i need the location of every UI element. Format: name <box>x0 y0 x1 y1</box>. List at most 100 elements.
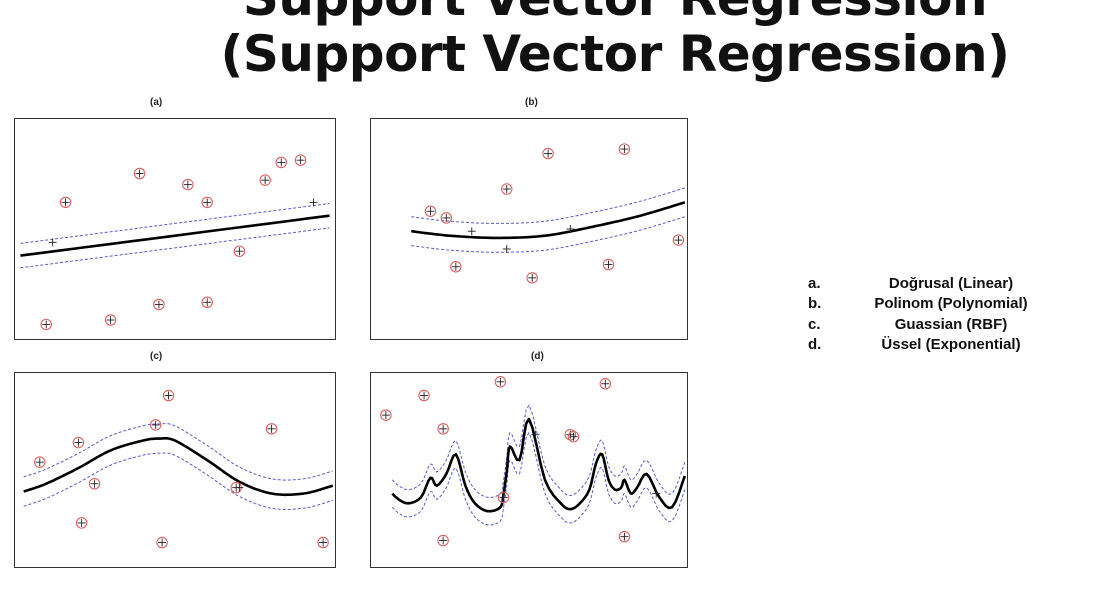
regression-line <box>391 417 687 513</box>
support-vector-circle <box>201 196 213 209</box>
support-vector-point <box>618 530 631 543</box>
support-vector-circle <box>275 156 288 169</box>
kernel-legend: a. Doğrusal (Linear) b. Polinom (Polynom… <box>808 273 1056 355</box>
data-point <box>652 489 661 498</box>
legend-marker: d. <box>808 336 822 354</box>
support-vector-point <box>294 154 307 166</box>
support-vector-circle <box>201 296 213 309</box>
support-vector-circle <box>259 174 271 186</box>
chart-panel-c <box>14 372 336 568</box>
support-vector-circle <box>542 147 554 160</box>
support-vector-point <box>133 167 146 180</box>
support-vector-circle <box>437 534 449 547</box>
chart-panel-d <box>370 372 688 568</box>
support-vector-circle <box>494 376 507 388</box>
support-vector-point <box>233 245 246 257</box>
support-vector-point <box>59 196 72 209</box>
upper-margin-line <box>391 404 686 499</box>
data-point <box>502 244 511 253</box>
support-vector-circle <box>34 456 46 468</box>
regression-line <box>411 201 686 240</box>
support-vector-circle <box>418 389 430 402</box>
lower-margin-line <box>411 216 685 253</box>
support-vector-circle <box>424 205 437 217</box>
support-vector-circle <box>265 423 278 435</box>
legend-text: Guassian (RBF) <box>894 315 1008 333</box>
lower-margin-line <box>20 227 330 269</box>
support-vector-point <box>418 389 430 402</box>
panel-label-a: (a) <box>150 97 163 108</box>
support-vector-point <box>75 517 88 529</box>
support-vector-circle <box>567 430 580 443</box>
legend-item-exponential: d. Üssel (Exponential) <box>808 335 1056 356</box>
support-vector-circle <box>133 167 146 180</box>
support-vector-point <box>567 430 580 443</box>
support-vector-point <box>494 376 507 388</box>
support-vector-circle <box>72 436 85 449</box>
regression-line <box>23 437 334 497</box>
support-vector-circle <box>672 234 685 246</box>
support-vector-circle <box>59 196 72 209</box>
plot-frame <box>14 372 336 568</box>
support-vector-circle <box>294 154 307 166</box>
support-vector-point <box>450 260 462 273</box>
plot-frame <box>370 372 688 568</box>
support-vector-circle <box>104 314 117 326</box>
support-vector-point <box>259 174 271 186</box>
support-vector-circle <box>149 419 162 431</box>
support-vector-point <box>201 196 213 209</box>
support-vector-point <box>201 296 213 309</box>
support-vector-point <box>437 534 449 547</box>
support-vector-point <box>40 318 52 331</box>
legend-text: Üssel (Exponential) <box>881 336 1021 354</box>
legend-text: Polinom (Polynomial) <box>874 295 1028 313</box>
panel-label-d: (d) <box>531 351 544 362</box>
lower-margin-line <box>391 431 686 526</box>
support-vector-circle <box>317 536 329 549</box>
support-vector-circle <box>75 517 88 529</box>
support-vector-point <box>317 536 329 549</box>
panel-label-b: (b) <box>525 97 538 108</box>
support-vector-point <box>526 272 538 284</box>
support-vector-point <box>72 436 85 449</box>
support-vector-point <box>182 178 194 191</box>
chart-panel-a <box>14 118 336 340</box>
support-vector-point <box>424 205 437 217</box>
slide-title: Support Vector Regression (Support Vecto… <box>0 0 1102 82</box>
support-vector-point <box>149 419 162 431</box>
support-vector-point <box>34 456 46 468</box>
data-point <box>309 198 318 207</box>
legend-marker: b. <box>808 295 822 313</box>
upper-margin-line <box>20 203 330 244</box>
support-vector-point <box>162 389 175 402</box>
panel-label-c: (c) <box>150 351 163 362</box>
support-vector-circle <box>380 409 392 421</box>
slide-title-line-1: Support Vector Regression <box>0 0 1102 26</box>
support-vector-point <box>440 212 453 224</box>
legend-item-linear: a. Doğrusal (Linear) <box>808 273 1056 294</box>
support-vector-circle <box>618 530 631 543</box>
legend-item-polynomial: b. Polinom (Polynomial) <box>808 294 1056 315</box>
support-vector-point <box>602 258 615 271</box>
support-vector-point <box>153 298 165 311</box>
legend-marker: c. <box>808 315 821 333</box>
data-point <box>235 483 244 492</box>
legend-item-rbf: c. Guassian (RBF) <box>808 314 1056 335</box>
support-vector-circle <box>162 389 175 402</box>
support-vector-circle <box>564 428 577 441</box>
support-vector-point <box>104 314 117 326</box>
plot-frame <box>14 118 336 340</box>
support-vector-point <box>380 409 392 421</box>
support-vector-circle <box>450 260 462 273</box>
plot-frame <box>370 118 688 340</box>
support-vector-point <box>275 156 288 169</box>
slide-title-line-2: (Support Vector Regression) <box>220 25 1010 83</box>
support-vector-circle <box>440 212 453 224</box>
support-vector-circle <box>497 491 510 504</box>
data-point <box>566 225 575 233</box>
support-vector-circle <box>40 318 52 331</box>
support-vector-circle <box>88 477 101 490</box>
support-vector-point <box>500 183 513 195</box>
support-vector-point <box>437 423 449 435</box>
support-vector-circle <box>602 258 615 271</box>
